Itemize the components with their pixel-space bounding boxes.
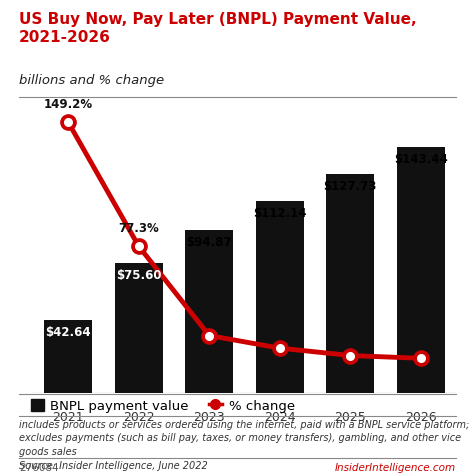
Text: 2023: 2023	[193, 410, 225, 423]
Text: 149.2%: 149.2%	[44, 98, 93, 111]
Text: 2024: 2024	[264, 410, 296, 423]
Text: 25.5%: 25.5%	[188, 348, 230, 361]
Text: 2021: 2021	[52, 410, 84, 423]
Text: 2025: 2025	[334, 410, 366, 423]
Text: InsiderIntelligence.com: InsiderIntelligence.com	[335, 462, 456, 472]
Text: 13.9%: 13.9%	[330, 368, 370, 381]
Text: $42.64: $42.64	[45, 325, 91, 338]
Text: 77.3%: 77.3%	[118, 222, 159, 235]
Bar	[256, 201, 304, 393]
Text: 2022: 2022	[123, 410, 155, 423]
Text: US Buy Now, Pay Later (BNPL) Payment Value,
2021-2026: US Buy Now, Pay Later (BNPL) Payment Val…	[19, 12, 416, 45]
Legend: BNPL payment value, % change: BNPL payment value, % change	[25, 394, 300, 418]
Text: includes products or services ordered using the internet, paid with a BNPL servi: includes products or services ordered us…	[19, 419, 469, 469]
Text: $75.60: $75.60	[116, 268, 161, 282]
Bar	[44, 320, 92, 393]
Text: $94.87: $94.87	[186, 236, 232, 249]
Text: $143.44: $143.44	[394, 153, 447, 166]
Text: 18.2%: 18.2%	[259, 360, 300, 373]
Text: 12.3%: 12.3%	[400, 370, 441, 384]
Text: $127.73: $127.73	[323, 179, 377, 193]
Text: 2026: 2026	[405, 410, 437, 423]
Text: billions and % change: billions and % change	[19, 74, 164, 87]
Text: $112.14: $112.14	[253, 206, 306, 219]
Text: 276084: 276084	[19, 462, 58, 472]
Bar	[326, 175, 374, 393]
Bar	[185, 231, 233, 393]
Bar	[115, 264, 163, 393]
Bar	[397, 148, 445, 393]
